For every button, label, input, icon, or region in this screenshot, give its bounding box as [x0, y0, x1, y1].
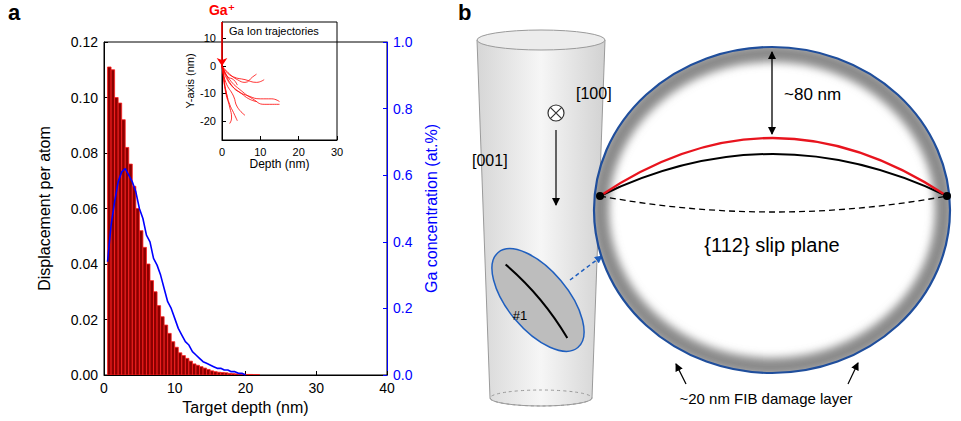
svg-text:~80 nm: ~80 nm: [784, 85, 841, 104]
html-text:b: b: [458, 0, 472, 25]
svg-text:0.06: 0.06: [71, 201, 98, 217]
svg-text:Ga Ion trajectories: Ga Ion trajectories: [229, 25, 319, 37]
svg-text:1.0: 1.0: [393, 34, 413, 50]
html-text:a: a: [8, 0, 21, 25]
svg-text:0: 0: [210, 60, 216, 72]
svg-text:[100]: [100]: [576, 85, 612, 102]
svg-text:Depth (nm): Depth (nm): [249, 157, 309, 171]
svg-text:10: 10: [204, 32, 216, 44]
svg-text:10: 10: [167, 380, 183, 396]
svg-text:{112} slip plane: {112} slip plane: [704, 234, 839, 256]
svg-text:0.0: 0.0: [393, 367, 413, 383]
svg-text:0.04: 0.04: [71, 256, 98, 272]
svg-text:0.6: 0.6: [393, 167, 413, 183]
svg-text:30: 30: [331, 146, 343, 158]
svg-text:~20 nm FIB damage layer: ~20 nm FIB damage layer: [679, 390, 852, 407]
svg-text:-10: -10: [200, 87, 216, 99]
svg-text:[001]: [001]: [472, 152, 508, 169]
svg-text:Ga concentration (at.%): Ga concentration (at.%): [423, 124, 440, 293]
svg-text:Target depth (nm): Target depth (nm): [182, 399, 308, 416]
svg-text:30: 30: [308, 380, 324, 396]
svg-text:Displacement per atom: Displacement per atom: [36, 126, 53, 291]
svg-text:0.10: 0.10: [71, 90, 98, 106]
svg-text:Ga⁺: Ga⁺: [209, 2, 235, 18]
svg-text:0.8: 0.8: [393, 101, 413, 117]
svg-text:0.4: 0.4: [393, 234, 413, 250]
svg-text:-20: -20: [200, 115, 216, 127]
svg-text:0.2: 0.2: [393, 300, 413, 316]
svg-text:0.02: 0.02: [71, 312, 98, 328]
svg-text:0: 0: [219, 146, 225, 158]
svg-text:0.12: 0.12: [71, 34, 98, 50]
svg-text:Y-axis (nm): Y-axis (nm): [184, 53, 196, 108]
svg-text:40: 40: [379, 380, 395, 396]
svg-text:0: 0: [100, 380, 108, 396]
svg-text:0.08: 0.08: [71, 145, 98, 161]
svg-text:0.00: 0.00: [71, 367, 98, 383]
svg-text:20: 20: [293, 146, 305, 158]
svg-text:#1: #1: [513, 308, 527, 323]
svg-text:20: 20: [238, 380, 254, 396]
svg-text:10: 10: [254, 146, 266, 158]
